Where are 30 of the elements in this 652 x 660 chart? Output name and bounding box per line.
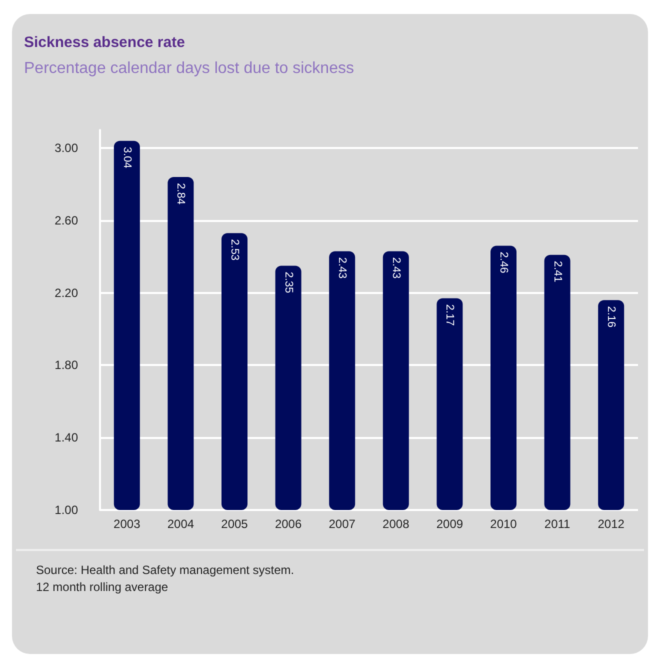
data-label: 2.41 bbox=[551, 260, 564, 282]
data-label: 2.16 bbox=[605, 306, 618, 328]
y-tick-label: 1.80 bbox=[54, 358, 78, 372]
x-tick-label: 2006 bbox=[274, 517, 302, 531]
y-tick-label: 1.00 bbox=[54, 503, 78, 517]
data-label: 2.84 bbox=[174, 183, 187, 204]
x-tick-label: 2003 bbox=[114, 517, 141, 531]
data-label: 2.53 bbox=[228, 239, 240, 261]
chart-title: Sickness absence rate bbox=[24, 34, 185, 51]
x-tick-label: 2004 bbox=[167, 517, 194, 531]
text: 12 month rolling average bbox=[36, 579, 170, 596]
x-tick-label: 2005 bbox=[221, 517, 248, 531]
x-tick-label: 2011 bbox=[544, 517, 571, 531]
x-tick-label: 2007 bbox=[328, 517, 356, 531]
x-tick-label: 2010 bbox=[490, 517, 518, 531]
y-tick-label: 2.60 bbox=[54, 213, 78, 228]
x-tick-label: 2009 bbox=[436, 517, 464, 531]
chart-subtitle: Percentage calendar days lost due to sickness bbox=[24, 60, 354, 78]
data-label: 2.17 bbox=[444, 304, 456, 326]
data-label: 2.46 bbox=[498, 252, 510, 274]
data-label: 2.35 bbox=[282, 272, 294, 294]
y-tick-label: 2.20 bbox=[54, 286, 78, 300]
data-label: 3.04 bbox=[120, 146, 133, 168]
y-tick-label: 1.40 bbox=[54, 430, 78, 445]
data-label: 2.43 bbox=[336, 257, 348, 279]
x-tick-label: 2012 bbox=[598, 517, 625, 531]
data-label: 2.43 bbox=[390, 257, 402, 279]
y-tick-label: 3.00 bbox=[54, 141, 78, 156]
source-note: Source: Health and Safety management system. bbox=[36, 562, 294, 579]
x-tick-label: 2008 bbox=[382, 517, 410, 531]
